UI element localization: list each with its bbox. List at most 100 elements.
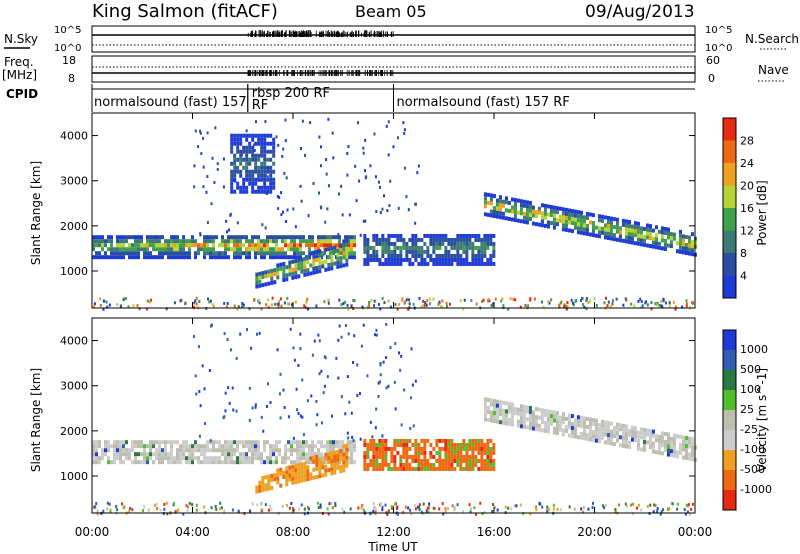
noise-cell — [224, 409, 227, 413]
data-cell — [279, 266, 283, 271]
noise-cell — [681, 305, 684, 309]
noise-cell — [392, 145, 395, 149]
data-cell — [405, 466, 409, 471]
data-cell — [311, 239, 314, 244]
noise-cell — [199, 404, 202, 408]
data-cell — [245, 239, 248, 244]
noise-cell — [229, 348, 232, 352]
data-cell — [492, 403, 496, 408]
data-cell — [504, 417, 508, 422]
data-cell — [690, 449, 694, 454]
data-cell — [188, 460, 191, 465]
data-cell — [480, 458, 484, 463]
nsearch-label: N.Search — [745, 32, 799, 46]
noise-cell — [209, 299, 212, 303]
noise-cell — [223, 332, 226, 336]
noise-cell — [250, 346, 253, 350]
data-cell — [645, 227, 649, 232]
noise-cell — [344, 324, 347, 328]
noise-cell — [381, 296, 384, 300]
data-cell — [158, 247, 161, 252]
noise-cell — [483, 510, 486, 514]
data-cell — [633, 434, 637, 439]
data-cell — [267, 478, 271, 483]
data-cell — [305, 239, 308, 244]
cpid-segment-label: normalsound (fast) 157 — [94, 95, 247, 110]
data-cell — [405, 442, 409, 447]
noise-cell — [334, 504, 337, 508]
noise-cell — [306, 307, 309, 311]
data-cell — [681, 246, 685, 251]
noise-cell — [93, 302, 96, 306]
data-cell — [378, 450, 382, 455]
data-cell — [312, 270, 316, 275]
data-cell — [353, 243, 356, 248]
nave-axis-top: 60 — [706, 54, 720, 67]
data-cell — [260, 137, 264, 142]
data-cell — [588, 220, 592, 225]
data-cell — [666, 440, 670, 445]
data-cell — [203, 448, 206, 453]
data-cell — [182, 251, 185, 256]
noise-cell — [563, 303, 566, 307]
noise-cell — [408, 302, 411, 306]
data-cell — [366, 442, 370, 447]
data-cell — [381, 261, 385, 266]
data-cell — [170, 255, 173, 260]
data-cell — [107, 247, 110, 252]
data-cell — [423, 233, 427, 238]
noise-cell — [324, 220, 327, 224]
noise-cell — [403, 166, 406, 170]
data-cell — [498, 203, 502, 208]
data-cell — [423, 454, 427, 459]
data-cell — [429, 241, 433, 246]
noise-cell — [206, 174, 209, 178]
data-cell — [534, 423, 538, 428]
data-cell — [264, 475, 268, 480]
data-cell — [330, 455, 334, 460]
noise-cell — [500, 299, 503, 303]
noise-cell — [371, 435, 374, 439]
data-cell — [372, 450, 376, 455]
data-cell — [276, 468, 280, 473]
data-cell — [230, 169, 234, 174]
data-cell — [161, 243, 164, 248]
data-cell — [320, 444, 323, 449]
data-cell — [492, 233, 496, 238]
data-cell — [585, 223, 589, 228]
data-cell — [681, 447, 685, 452]
data-cell — [576, 419, 580, 424]
data-cell — [615, 430, 619, 435]
data-cell — [690, 252, 694, 257]
data-cell — [390, 466, 394, 471]
noise-cell — [683, 508, 686, 512]
noise-cell — [386, 512, 389, 516]
data-cell — [678, 434, 682, 439]
data-cell — [393, 446, 397, 451]
noise-cell — [585, 298, 588, 302]
data-cell — [594, 430, 598, 435]
data-cell — [299, 247, 302, 252]
data-cell — [429, 450, 433, 455]
data-cell — [266, 243, 269, 248]
data-cell — [489, 402, 493, 407]
noise-cell — [319, 505, 322, 509]
data-cell — [642, 435, 646, 440]
noise-cell — [418, 296, 421, 300]
data-cell — [411, 245, 415, 250]
data-cell — [366, 237, 370, 242]
data-cell — [543, 215, 547, 220]
data-cell — [471, 466, 475, 471]
data-cell — [600, 218, 604, 223]
data-cell — [366, 446, 370, 451]
noise-cell — [409, 426, 412, 430]
data-cell — [149, 251, 152, 256]
data-cell — [429, 466, 433, 471]
colorbar-swatch — [723, 370, 736, 390]
noise-cell — [524, 303, 527, 307]
data-cell — [101, 247, 104, 252]
data-cell — [651, 240, 655, 245]
noise-cell — [215, 507, 218, 511]
data-cell — [558, 214, 562, 219]
